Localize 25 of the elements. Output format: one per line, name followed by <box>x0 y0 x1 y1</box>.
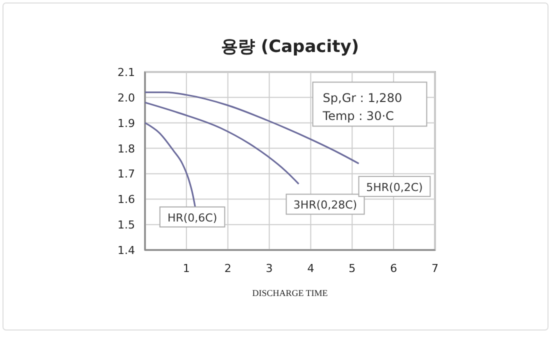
line-series <box>144 92 360 164</box>
y-tick-label: 2.1 <box>118 66 135 79</box>
x-tick-label: 1 <box>182 262 190 275</box>
line-series <box>144 102 300 185</box>
y-tick-label: 1.9 <box>118 116 135 130</box>
chart-title: 용량 (Capacity) <box>220 37 360 57</box>
x-tick-label: 6 <box>390 262 398 275</box>
line-series <box>144 122 196 208</box>
series-label: 5HR(0,2C) <box>366 180 423 194</box>
y-tick-label: 2.0 <box>118 91 135 104</box>
x-tick-label: 2 <box>224 262 232 275</box>
x-tick-label: 5 <box>348 262 356 275</box>
series-label: 3HR(0,28C) <box>293 198 358 212</box>
x-axis-title: DISCHARGE TIME <box>252 288 328 298</box>
annotation: Temp : 30·C <box>322 109 394 124</box>
x-tick-label: 3 <box>266 262 273 275</box>
y-tick-label: 1.5 <box>118 218 135 232</box>
y-tick-label: 1.6 <box>118 193 135 206</box>
y-tick-label: 1.4 <box>118 244 135 257</box>
x-tick-label: 7 <box>432 262 438 275</box>
x-tick-label: 4 <box>307 262 314 275</box>
y-tick-label: 1.7 <box>118 168 135 181</box>
y-tick-label: 1.8 <box>118 142 135 156</box>
series-label: HR(0,6C) <box>167 211 218 224</box>
annotation: Sp,Gr : 1,280 <box>322 91 402 106</box>
